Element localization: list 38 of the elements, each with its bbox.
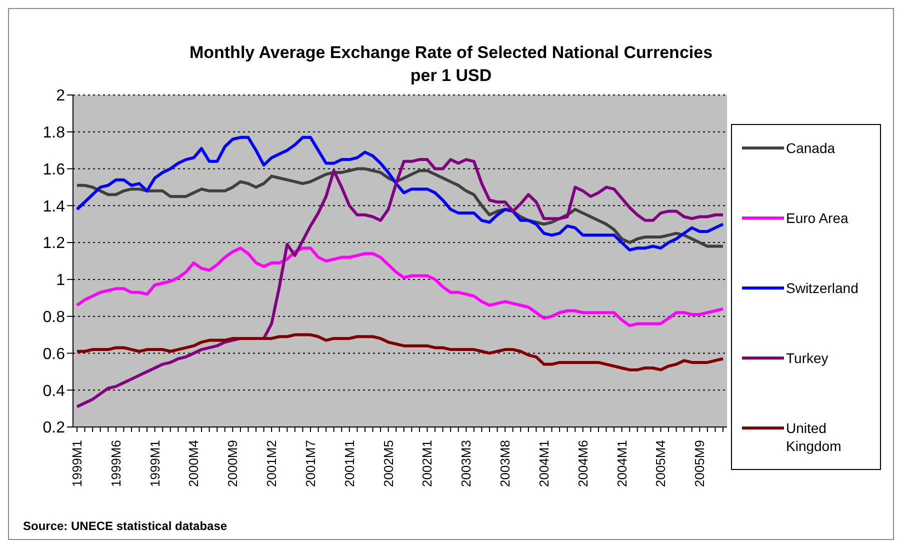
line-series (76, 246, 724, 328)
x-tick-label: 2005M4 (653, 440, 668, 487)
x-tick-label: 2004M1 (614, 440, 630, 487)
x-tick-label: 2004M6 (575, 440, 590, 487)
legend-label: Switzerland (786, 279, 860, 297)
x-tick-label: 1999M1 (147, 440, 162, 487)
y-tick-label: 1.2 (42, 235, 66, 252)
legend-label: Canada (786, 139, 836, 157)
source-note: Source: UNECE statistical database (23, 519, 228, 533)
chart-title: Monthly Average Exchange Rate of Selected National Currencies per 1 USD (188, 42, 714, 87)
y-tick-label: 1.4 (42, 198, 66, 216)
y-tick-label: 1 (56, 272, 66, 290)
y-tick-label: 0.2 (42, 420, 66, 437)
y-tick-label: 2 (56, 88, 66, 105)
legend-label: United Kingdom (786, 419, 842, 455)
x-tick-label: 2000M4 (186, 440, 202, 487)
legend-label: Turkey (786, 349, 830, 367)
x-tick-label: 2001M7 (302, 440, 318, 487)
y-tick-label: 0.4 (42, 382, 66, 400)
x-tick-label: 2001M1 (342, 440, 357, 487)
line-series (76, 136, 724, 252)
y-tick-label: 0.6 (42, 346, 66, 363)
y-tick-label: 1.8 (42, 124, 66, 142)
x-tick-label: 2000M9 (225, 440, 240, 487)
x-tick-label: 2003M3 (458, 440, 474, 487)
y-tick-label: 0.8 (42, 309, 66, 326)
line-series (76, 158, 724, 408)
x-tick-label: 2002M5 (380, 440, 396, 487)
x-tick-label: 2002M1 (420, 440, 435, 487)
x-tick-label: 2005M9 (692, 440, 708, 487)
y-tick-label: 1.6 (42, 161, 66, 178)
x-tick-label: 2001M2 (264, 440, 280, 487)
legend-label: Euro Area (786, 209, 850, 227)
line-series (76, 333, 724, 372)
x-tick-label: 2004M1 (536, 440, 552, 487)
x-tick-label: 2003M8 (498, 440, 513, 487)
x-tick-label: 1999M6 (108, 440, 124, 487)
x-tick-label: 1999M1 (70, 440, 84, 487)
